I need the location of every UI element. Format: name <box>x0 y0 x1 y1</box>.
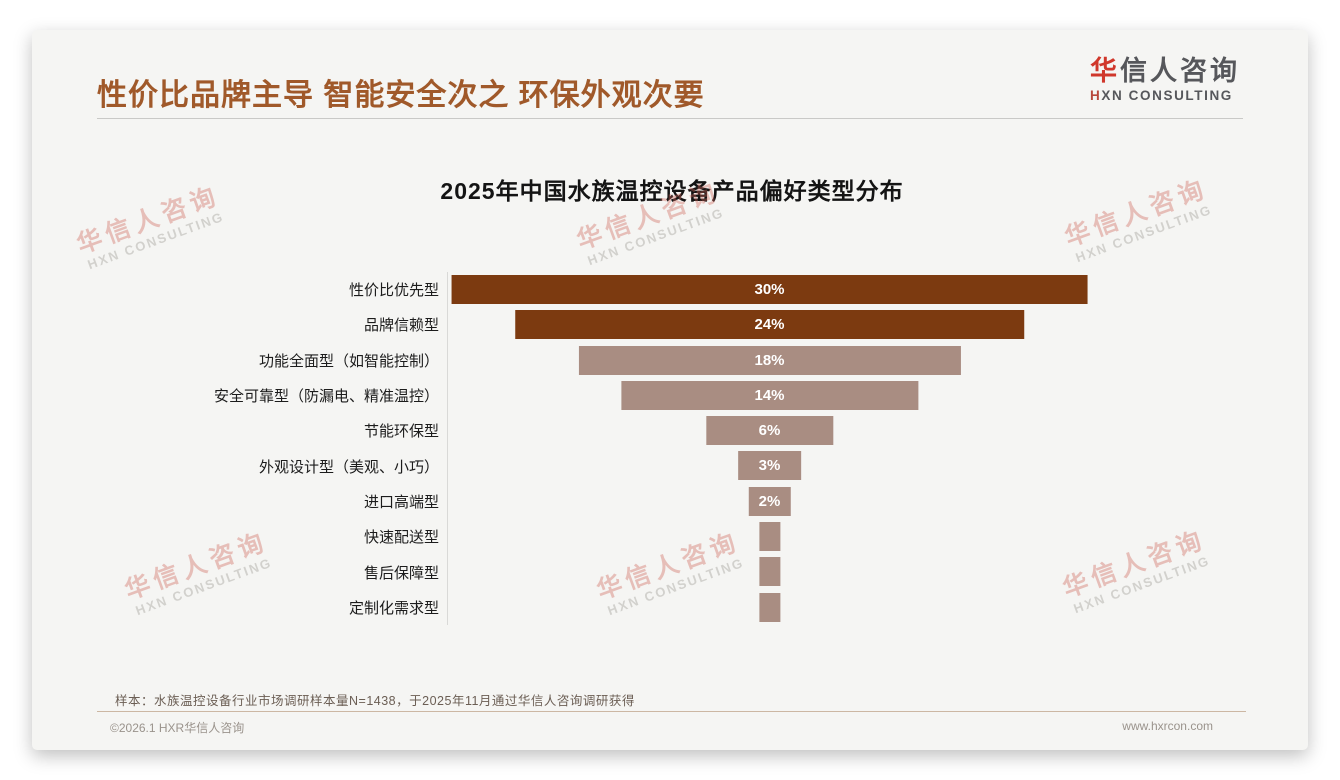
chart-row: 节能环保型 6% <box>32 413 1091 449</box>
sample-footnote: 样本：水族温控设备行业市场调研样本量N=1438，于2025年11月通过华信人咨… <box>115 694 635 708</box>
bar-area <box>447 554 1091 590</box>
chart-row: 售后保障型 <box>32 554 1091 590</box>
chart-row: 外观设计型（美观、小巧） 3% <box>32 448 1091 484</box>
logo-en-first-char: H <box>1090 88 1102 104</box>
funnel-bar: 14% <box>620 380 919 410</box>
funnel-bar: 3% <box>737 451 802 481</box>
header-divider <box>97 118 1243 119</box>
bar-value-label: 18% <box>754 351 785 369</box>
category-label: 性价比优先型 <box>348 282 439 300</box>
funnel-bar: 18% <box>578 345 961 375</box>
footer-copyright: ©2026.1 HXR华信人咨询 <box>110 721 245 735</box>
logo-en-rest: XN CONSULTING <box>1101 88 1233 104</box>
funnel-bar <box>758 557 781 587</box>
watermark-en-text: HXN CONSULTING <box>85 208 227 273</box>
chart-row: 安全可靠型（防漏电、精准温控） 14% <box>32 377 1091 414</box>
slide-card: 性价比品牌主导 智能安全次之 环保外观次要 华信人咨询 HXN CONSULTI… <box>32 30 1308 750</box>
footer-website: www.hxrcon.com <box>1122 719 1213 733</box>
chart-row: 快速配送型 <box>32 519 1091 555</box>
bar-area: 30% <box>447 272 1091 308</box>
bar-area: 3% <box>447 448 1091 484</box>
logo-en-text: HXN CONSULTING <box>1090 88 1240 103</box>
category-label: 进口高端型 <box>363 493 439 511</box>
funnel-bar <box>758 592 781 622</box>
logo-cn-rest: 信人咨询 <box>1120 56 1240 86</box>
chart-row: 进口高端型 2% <box>32 483 1091 520</box>
bar-area: 18% <box>447 342 1091 378</box>
chart-rows: 性价比优先型 30% 品牌信赖型 24% 功能全面型（如智能控制） 18% 安全可靠型（防漏… <box>32 272 1090 625</box>
chart-row: 性价比优先型 30% <box>32 272 1091 308</box>
bar-value-label: 30% <box>754 281 785 298</box>
category-label: 快速配送型 <box>363 529 439 547</box>
logo-cn-first-char: 华 <box>1090 56 1120 86</box>
bar-value-label: 2% <box>758 492 781 510</box>
category-label: 节能环保型 <box>363 423 439 441</box>
bar-area: 24% <box>447 307 1091 343</box>
funnel-bar: 6% <box>705 416 834 446</box>
category-label: 外观设计型（美观、小巧） <box>258 458 439 476</box>
funnel-bar <box>758 522 781 552</box>
bar-area: 14% <box>447 377 1091 414</box>
category-label: 品牌信赖型 <box>363 317 439 335</box>
watermark-en-text: HXN CONSULTING <box>1073 201 1215 266</box>
chart-title: 2025年中国水族温控设备产品偏好类型分布 <box>440 178 904 204</box>
category-label: 定制化需求型 <box>348 599 439 617</box>
bar-value-label: 14% <box>754 386 785 404</box>
bar-area: 2% <box>447 483 1091 520</box>
bar-value-label: 24% <box>754 316 785 334</box>
bar-value-label: 3% <box>758 457 781 475</box>
watermark-en-text: HXN CONSULTING <box>585 204 727 269</box>
bar-area <box>447 589 1091 625</box>
bar-area <box>447 519 1091 555</box>
page-title: 性价比品牌主导 智能安全次之 环保外观次要 <box>97 79 705 112</box>
logo-cn-text: 华信人咨询 <box>1090 56 1240 87</box>
category-label: 售后保障型 <box>363 564 439 582</box>
category-label: 安全可靠型（防漏电、精准温控） <box>213 388 439 406</box>
bar-value-label: 6% <box>758 422 781 440</box>
footer-divider <box>97 711 1246 712</box>
category-label: 功能全面型（如智能控制） <box>258 352 439 370</box>
company-logo: 华信人咨询 HXN CONSULTING <box>1090 56 1240 103</box>
funnel-bar: 30% <box>451 275 1088 304</box>
chart-row: 品牌信赖型 24% <box>32 307 1091 343</box>
chart-row: 定制化需求型 <box>32 589 1091 625</box>
chart-row: 功能全面型（如智能控制） 18% <box>32 342 1091 378</box>
bar-area: 6% <box>447 413 1091 449</box>
funnel-bar: 24% <box>514 310 1025 340</box>
funnel-bar: 2% <box>748 486 791 516</box>
